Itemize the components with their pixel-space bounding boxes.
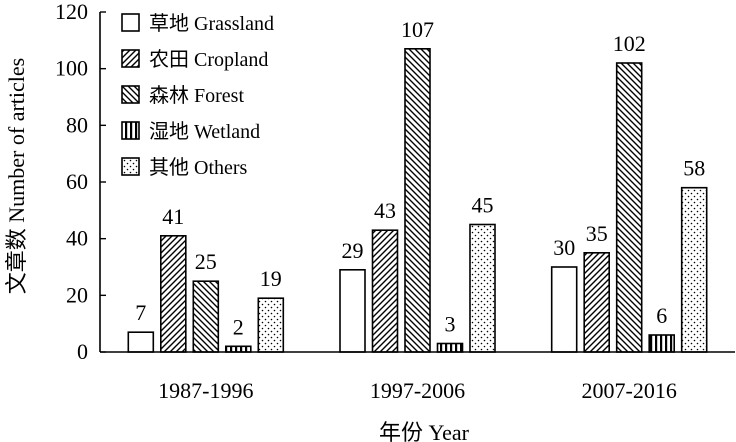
bar [615,62,643,353]
legend: 草地 Grassland 农田 Cropland 森林 Forest 湿地 Wetla… [121,12,274,179]
x-tick-label: 1997-2006 [370,378,465,403]
bar [469,223,496,353]
y-axis-title: 文章数 Number of articles [4,58,29,294]
data-label: 35 [586,221,608,246]
legend-swatch [121,49,140,68]
data-label: 58 [683,156,705,181]
data-label: 30 [553,235,575,260]
data-label: 3 [445,312,456,337]
bar [436,342,464,353]
y-tick-label: 120 [55,0,88,24]
y-tick-label: 0 [77,339,88,364]
data-label: 25 [195,249,217,274]
data-label: 7 [135,300,146,325]
bar [127,331,155,353]
y-tick-label: 100 [55,56,88,81]
x-tick-label: 1987-1996 [158,378,253,403]
plot-marks: 7 41 25 2 19 29 43 107 3 45 30 35 102 6 58 [127,17,708,353]
legend-label: 森林 Forest [149,84,244,107]
legend-label: 农田 Cropland [149,48,268,71]
axes: 1987-1996 1997-2006 2007-2016 0 20 40 60 80 100 1… [55,0,735,403]
legend-swatch [121,121,140,140]
bar [583,252,611,353]
bar [225,345,252,353]
bar [648,334,676,353]
bar [550,266,578,353]
bar [404,47,431,353]
data-label: 2 [233,314,244,339]
bar [192,280,220,353]
data-label: 6 [656,303,667,328]
bar [160,235,187,353]
data-label: 102 [613,31,646,56]
legend-label: 湿地 Wetland [149,120,260,143]
data-label: 43 [374,198,396,223]
legend-swatch [121,13,140,32]
x-axis-title: 年份 Year [379,420,470,442]
y-tick-label: 60 [66,169,88,194]
legend-label: 草地 Grassland [149,12,274,35]
bar [339,268,366,353]
data-label: 29 [342,238,364,263]
bar [257,297,285,353]
y-tick-label: 40 [66,226,88,251]
legend-label: 其他 Others [149,156,248,179]
y-tick-label: 20 [66,282,88,307]
y-tick-label: 80 [66,112,88,137]
data-label: 19 [260,266,282,291]
bar [680,186,708,353]
data-label: 45 [472,193,494,218]
bar [371,229,399,353]
data-label: 107 [401,17,434,42]
legend-swatch [121,157,140,176]
legend-swatch [121,85,140,104]
data-label: 41 [162,204,184,229]
x-tick-label: 2007-2016 [582,378,677,403]
